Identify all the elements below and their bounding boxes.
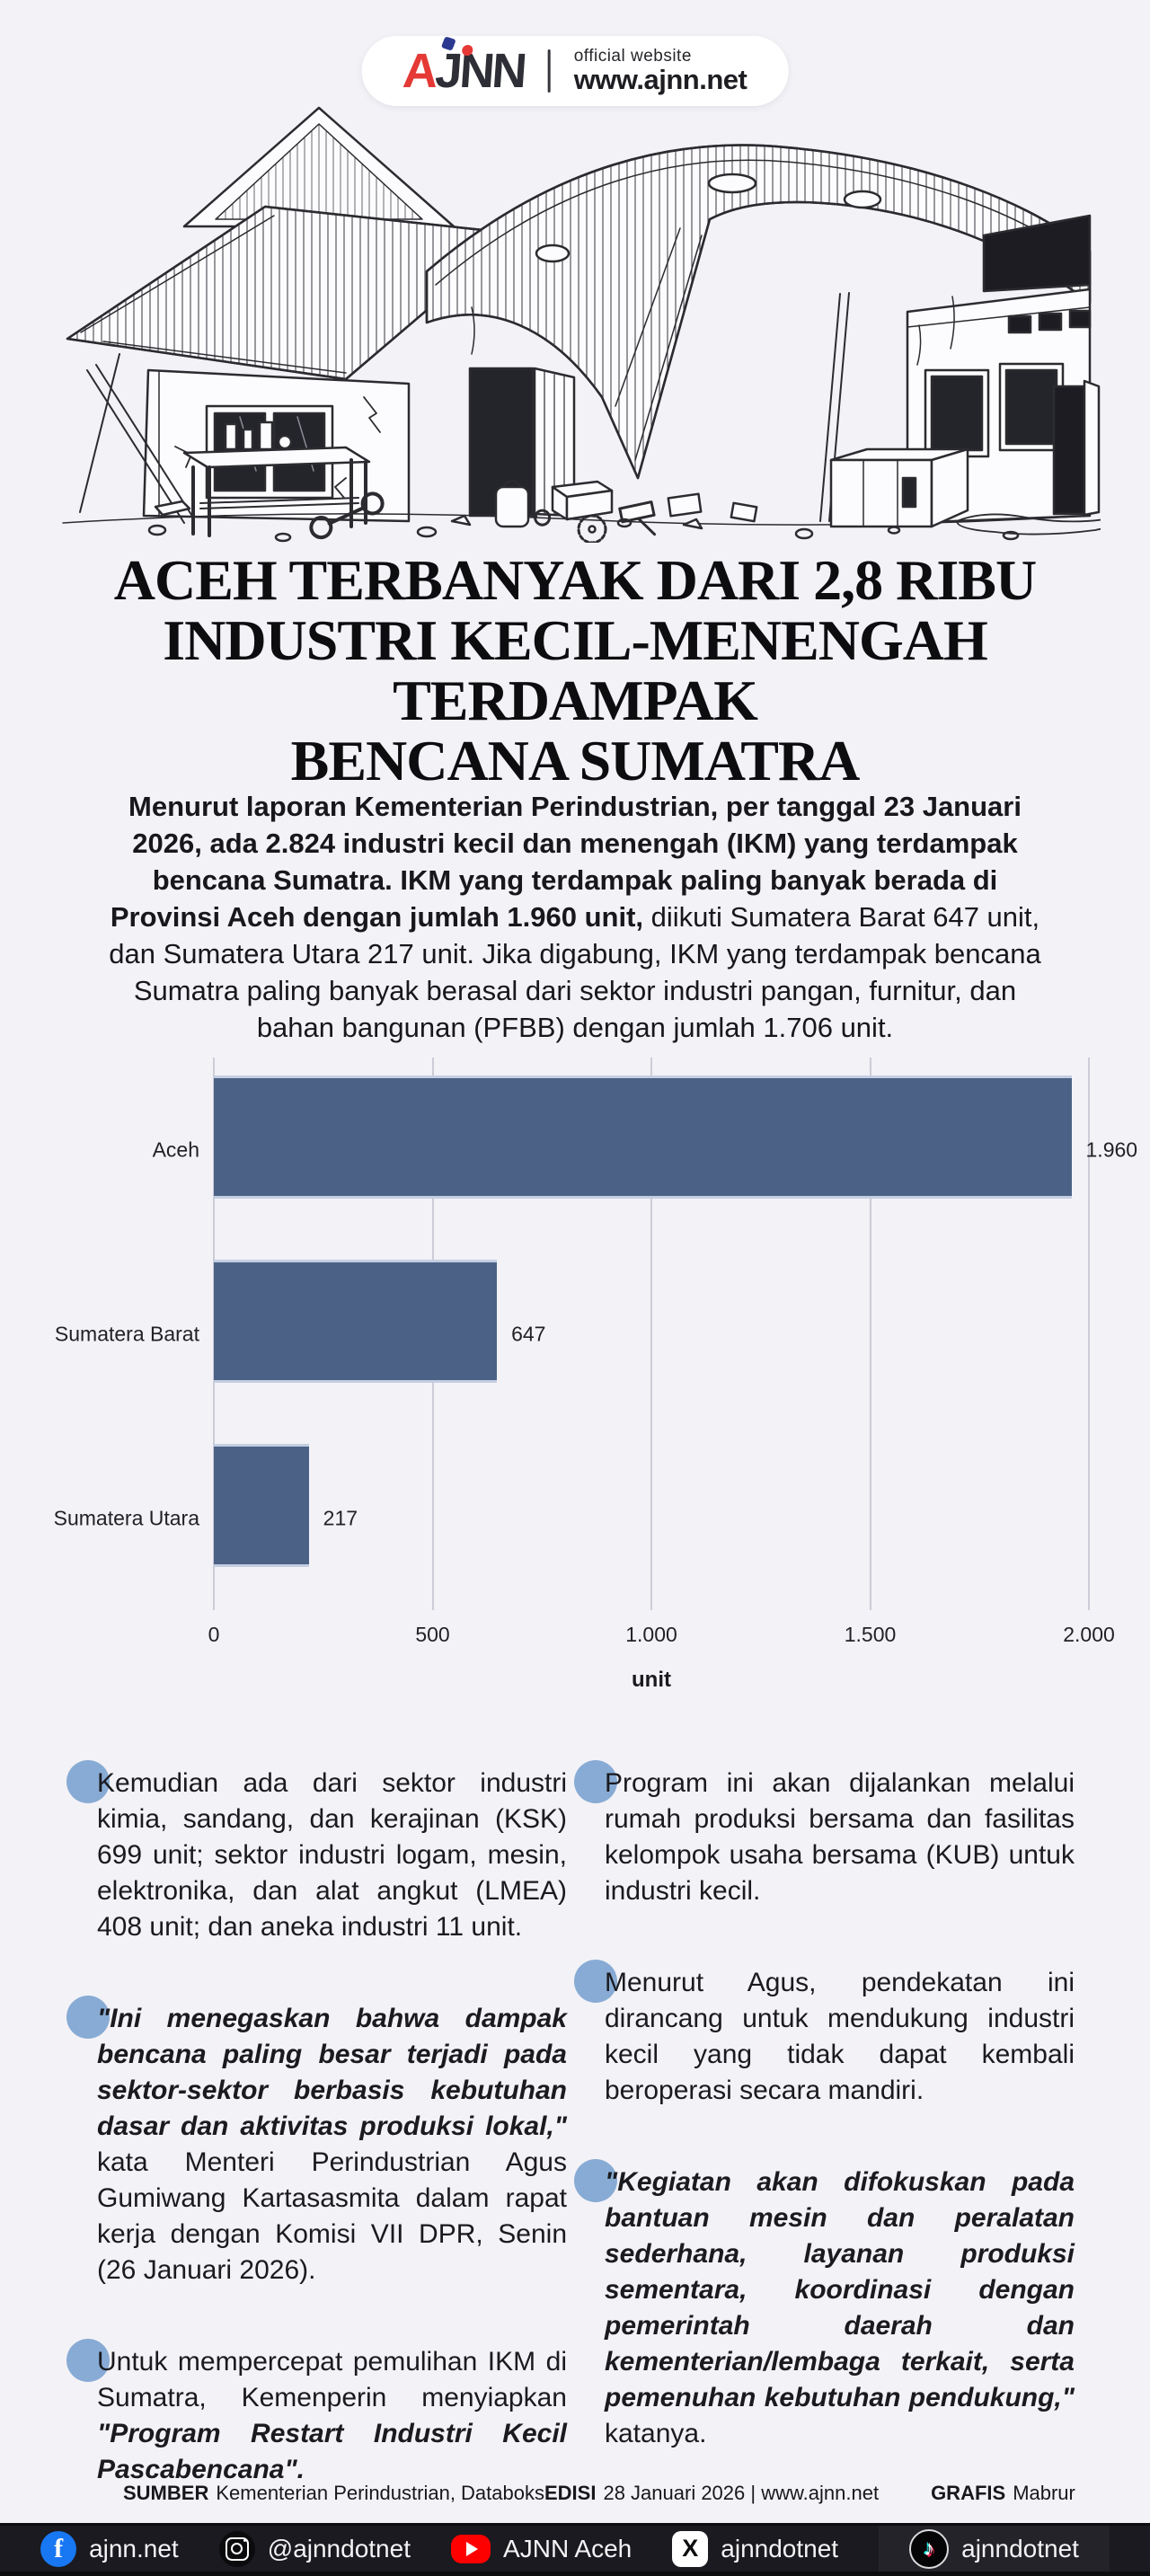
bar-row: Sumatera Utara 217 [54,1426,1089,1610]
bar-chart-rows: Aceh 1.960 Sumatera Barat 647 Sumatera Utara… [54,1058,1137,1610]
bar-row: Aceh 1.960 [153,1058,1137,1242]
bullet-paragraph: Menurut Agus, pendekatan ini dirancang u… [574,1960,1075,2109]
bullet-dot [574,1960,617,2003]
bullet-paragraph: Untuk mempercepat pemulihan IKM di Sumat… [66,2339,567,2488]
header-site-url: www.ajnn.net [573,63,748,95]
bar-category-label: Sumatera Barat [54,1322,199,1345]
x-tick-label: 1.000 [625,1623,677,1646]
social-tiktok[interactable]: ♪ ajnndotnet [879,2526,1110,2572]
social-bar: f ajnn.net @ajnndotnet AJNN Aceh X ajnnd… [0,2523,1150,2576]
bar [214,1076,1072,1199]
left-column: Kemudian ada dari sektor industri kimia,… [66,1760,567,2544]
title-line-2: INDUSTRI KECIL-MENENGAH TERDAMPAK [163,608,988,732]
bar-category-label: Aceh [152,1138,199,1161]
gridline [869,1058,871,1610]
bullet-paragraph: Kemudian ada dari sektor industri kimia,… [66,1760,567,1945]
x-tick-label: 2.000 [1063,1623,1115,1646]
social-facebook[interactable]: f ajnn.net [40,2526,179,2572]
social-x[interactable]: X ajnndotnet [672,2526,838,2572]
chart-x-axis-label: unit [632,1668,671,1692]
x-tick-label: 0 [208,1623,220,1646]
title-line-3: BENCANA SUMATRA [290,729,861,792]
bar-value-label: 217 [323,1506,358,1529]
bullet-dot [574,2159,617,2202]
body-columns: Kemudian ada dari sektor industri kimia,… [66,1760,1075,2544]
bar-value-label: 647 [511,1322,546,1345]
bullet-dot [66,1996,110,2039]
header: AJNN official website www.ajnn.net [361,36,789,106]
social-youtube-label: AJNN Aceh [503,2534,632,2563]
bar-category-label: Sumatera Utara [53,1506,199,1529]
bullet-paragraph: Program ini akan dijalankan melalui ruma… [574,1760,1075,1909]
source-credit: SUMBER Kementerian Perindustrian, Databok… [123,2482,544,2504]
social-youtube[interactable]: AJNN Aceh [451,2526,632,2572]
bullet-paragraph: "Kegiatan akan difokuskan pada bantuan m… [574,2159,1075,2452]
instagram-icon [218,2530,255,2567]
social-instagram-label: @ajnndotnet [267,2534,411,2563]
social-facebook-label: ajnn.net [89,2534,179,2563]
header-tagline: official website [573,46,692,66]
bullet-dot [574,1760,617,1803]
bar [214,1260,498,1383]
social-instagram[interactable]: @ajnndotnet [218,2526,411,2572]
logo-letter-a: A [401,44,438,98]
title-line-1: ACEH TERBANYAK DARI 2,8 RIBU [113,548,1037,612]
graphics-credit: GRAFIS Mabrur [931,2482,1075,2504]
bullet-paragraph: "Ini menegaskan bahwa dampak bencana pal… [66,1996,567,2288]
page-title: ACEH TERBANYAK DARI 2,8 RIBU INDUSTRI KE… [0,550,1150,791]
ajnn-logo: AJNN [401,36,526,98]
right-column: Program ini akan dijalankan melalui ruma… [574,1760,1075,2544]
x-icon: X [672,2530,709,2567]
bar-row: Sumatera Barat 647 [55,1242,1089,1426]
bar-chart: Aceh 1.960 Sumatera Barat 647 Sumatera Utara… [0,1045,1150,1692]
social-x-label: ajnndotnet [721,2534,839,2563]
chart-plot: Aceh 1.960 Sumatera Barat 647 Sumatera Utara… [54,1058,1137,1610]
gridline [650,1058,652,1610]
gridline [1088,1058,1090,1610]
edition-credit: EDISI 28 Januari 2026 | www.ajnn.net [544,2482,880,2504]
x-tick-label: 500 [415,1623,450,1646]
x-tick-label: 1.500 [844,1623,897,1646]
chart-x-ticks: 0 500 1.000 1.500 2.000 [208,1623,1115,1650]
bullet-dot [66,1760,110,1803]
bullet-dot [66,2339,110,2382]
tiktok-icon: ♪ [909,2528,950,2569]
header-divider [547,49,551,93]
social-tiktok-label: ajnndotnet [961,2534,1079,2563]
logo-letters-jnn: JNN [433,44,526,98]
youtube-icon [451,2534,491,2563]
bar-value-label: 1.960 [1085,1138,1138,1161]
intro-paragraph: Menurut laporan Kementerian Perindustria… [109,791,1041,1043]
credits-footer: SUMBER Kementerian Perindustrian, Databok… [0,2482,1150,2505]
facebook-icon: f [40,2530,77,2567]
bar [214,1444,309,1567]
destroyed-house-illustration [49,99,1112,544]
